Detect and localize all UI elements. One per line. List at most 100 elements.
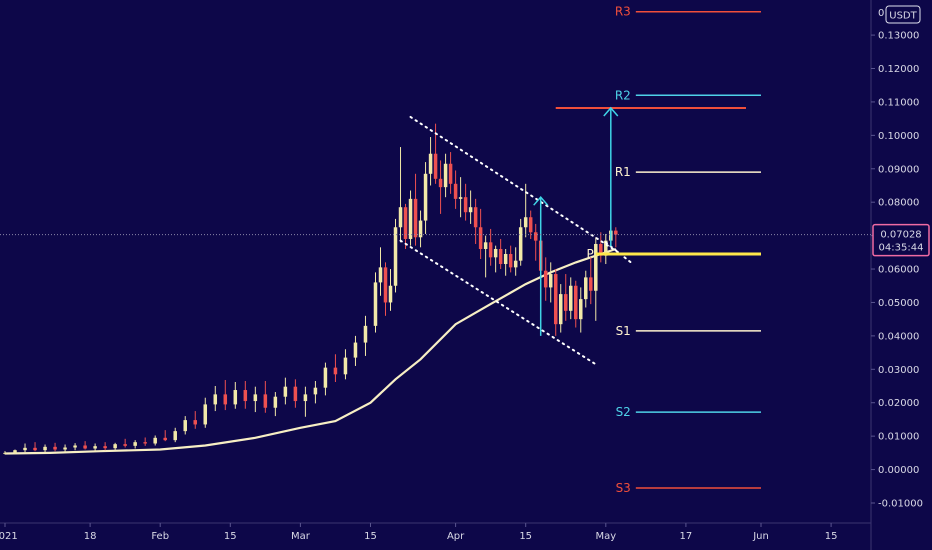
candle bbox=[113, 442, 117, 451]
candle bbox=[363, 315, 368, 356]
candle-body bbox=[508, 254, 513, 268]
y-tick-label: 0.03000 bbox=[878, 365, 919, 376]
candle-body bbox=[493, 248, 498, 258]
candle-body bbox=[594, 243, 598, 291]
candle bbox=[233, 382, 238, 409]
candle-body bbox=[343, 357, 348, 375]
candle-body bbox=[113, 444, 117, 449]
last-price-badge: 0.07028 04:35:44 bbox=[872, 223, 930, 257]
candle-body bbox=[398, 207, 403, 228]
candle bbox=[33, 442, 37, 452]
y-tick-label: 0.02000 bbox=[878, 398, 919, 409]
candle-body bbox=[453, 183, 458, 199]
candle-body bbox=[428, 153, 433, 174]
candle bbox=[579, 287, 583, 333]
candle bbox=[589, 257, 593, 305]
candle bbox=[413, 173, 418, 246]
candle bbox=[574, 280, 578, 328]
candle bbox=[293, 379, 298, 408]
projection-arrow bbox=[533, 196, 549, 336]
candle-body bbox=[473, 207, 478, 228]
candle-body bbox=[478, 227, 483, 249]
candle bbox=[353, 335, 358, 366]
candle bbox=[383, 262, 388, 316]
candle-body bbox=[383, 267, 388, 303]
y-tick-label: 0.06000 bbox=[878, 265, 919, 276]
y-tick-label: 0.13000 bbox=[878, 31, 919, 42]
candle-body bbox=[143, 442, 147, 444]
candle bbox=[3, 451, 7, 455]
candle-body bbox=[463, 197, 468, 213]
y-tick-label: 0.04000 bbox=[878, 331, 919, 342]
candle-body bbox=[243, 390, 248, 402]
candle-body bbox=[543, 270, 548, 288]
y-tick-label-top: 0 bbox=[878, 8, 884, 19]
x-tick-label: Mar bbox=[291, 531, 311, 542]
pivot-label-s3: S3 bbox=[616, 481, 631, 495]
y-tick-label: -0.01000 bbox=[878, 498, 923, 509]
candle bbox=[13, 449, 17, 455]
candle-body bbox=[448, 163, 453, 184]
candle-body bbox=[173, 431, 177, 441]
y-tick-label: 0.08000 bbox=[878, 198, 919, 209]
candle-body bbox=[183, 420, 187, 432]
candle-body bbox=[133, 442, 137, 446]
candle-body bbox=[353, 342, 358, 358]
candle bbox=[53, 442, 57, 452]
candle-body bbox=[373, 282, 378, 326]
currency-label: USDT bbox=[889, 11, 917, 22]
x-tick-label: 2021 bbox=[0, 531, 18, 542]
candle-body bbox=[83, 445, 87, 449]
candle bbox=[503, 248, 508, 276]
candle bbox=[133, 440, 137, 449]
candle bbox=[599, 232, 603, 263]
candle-body bbox=[614, 230, 618, 235]
candle bbox=[373, 272, 378, 333]
candle-body bbox=[33, 447, 37, 451]
pivot-label-s1: S1 bbox=[616, 324, 631, 338]
candle bbox=[458, 177, 463, 218]
candle-body bbox=[303, 394, 308, 402]
candle bbox=[163, 430, 167, 442]
candle-body bbox=[43, 446, 47, 451]
candle-body bbox=[163, 437, 167, 441]
pivot-label-r3: R3 bbox=[615, 5, 631, 19]
candle bbox=[468, 190, 473, 224]
candle-body bbox=[438, 178, 443, 188]
candle bbox=[43, 444, 47, 453]
candle bbox=[488, 228, 493, 266]
currency-button[interactable]: USDT bbox=[885, 5, 921, 24]
candle bbox=[563, 274, 568, 321]
candle bbox=[273, 392, 278, 417]
candle bbox=[93, 443, 97, 452]
y-tick-label: 0.05000 bbox=[878, 298, 919, 309]
candle bbox=[263, 381, 268, 413]
candle bbox=[153, 435, 157, 446]
candle bbox=[543, 257, 548, 301]
x-tick-label: 18 bbox=[84, 531, 97, 542]
candle bbox=[253, 386, 258, 413]
channel-line-breakout bbox=[604, 241, 632, 264]
candle bbox=[548, 262, 553, 303]
x-tick-label: May bbox=[595, 531, 616, 542]
candle bbox=[558, 284, 563, 333]
candle-body bbox=[123, 444, 127, 446]
candle-body bbox=[503, 254, 508, 265]
y-tick-label: 0.01000 bbox=[878, 432, 919, 443]
candle-body bbox=[293, 386, 298, 402]
candle-body bbox=[103, 446, 107, 449]
candle bbox=[498, 238, 503, 270]
candle bbox=[508, 245, 513, 273]
candle-body bbox=[233, 390, 238, 405]
candle-body bbox=[413, 198, 418, 238]
candle-body bbox=[63, 447, 67, 450]
candle-body bbox=[568, 285, 573, 311]
candle-body bbox=[388, 285, 393, 303]
x-tick-label: Apr bbox=[447, 531, 465, 542]
candle bbox=[518, 218, 523, 266]
candle-body bbox=[393, 227, 398, 286]
candle-body bbox=[283, 386, 288, 397]
